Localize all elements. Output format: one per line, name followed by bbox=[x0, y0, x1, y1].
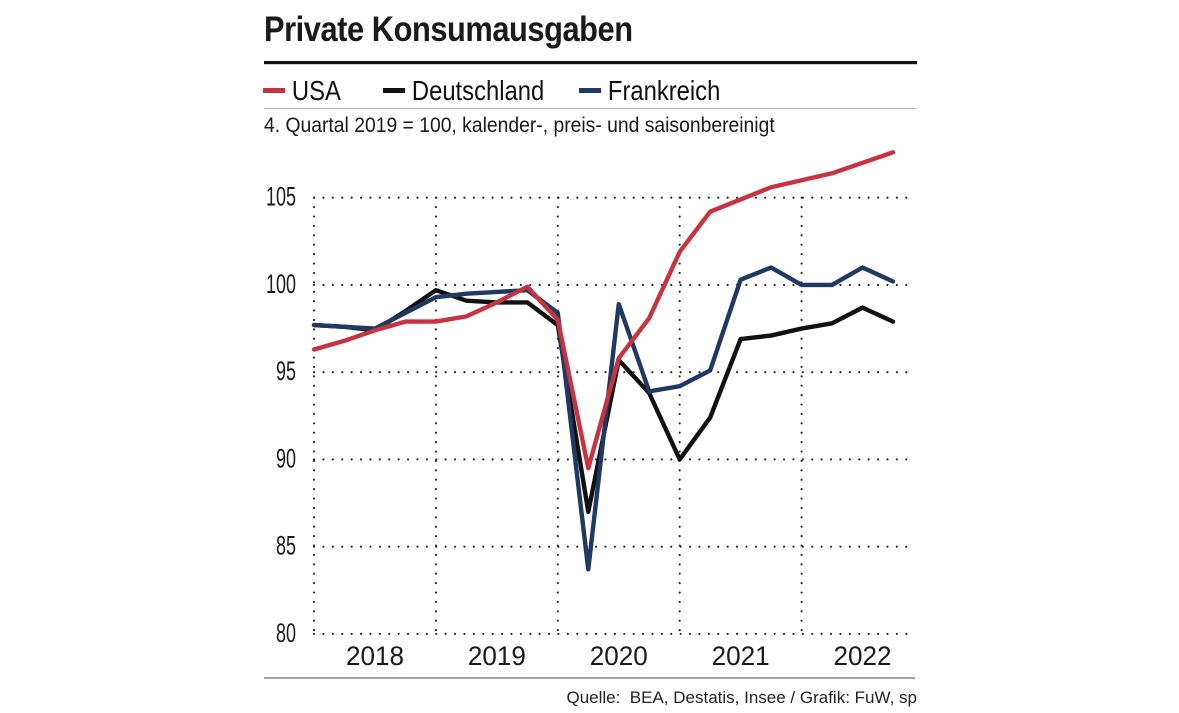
svg-text:105: 105 bbox=[266, 182, 296, 212]
svg-text:90: 90 bbox=[276, 443, 296, 473]
svg-text:2019: 2019 bbox=[468, 641, 526, 671]
svg-text:80: 80 bbox=[276, 618, 296, 648]
svg-text:2021: 2021 bbox=[712, 641, 770, 671]
svg-text:85: 85 bbox=[276, 531, 296, 561]
svg-text:2018: 2018 bbox=[346, 641, 404, 671]
svg-text:95: 95 bbox=[276, 356, 296, 386]
svg-text:100: 100 bbox=[266, 269, 296, 299]
svg-text:2022: 2022 bbox=[834, 641, 892, 671]
svg-text:2020: 2020 bbox=[590, 641, 648, 671]
